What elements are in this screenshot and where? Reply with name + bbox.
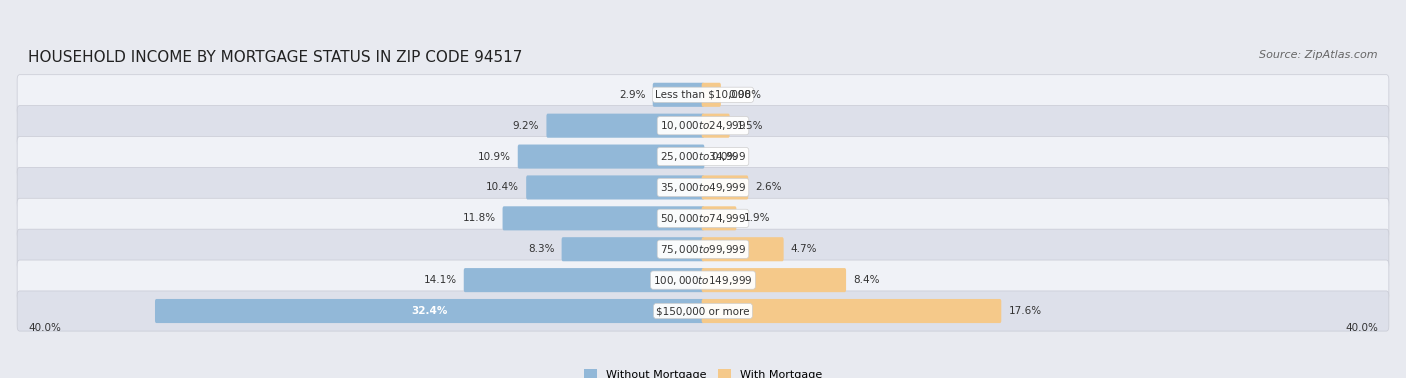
Text: 40.0%: 40.0% <box>28 323 60 333</box>
Text: 0.0%: 0.0% <box>711 152 738 161</box>
FancyBboxPatch shape <box>561 237 704 261</box>
FancyBboxPatch shape <box>702 299 1001 323</box>
FancyBboxPatch shape <box>702 114 730 138</box>
Text: $100,000 to $149,999: $100,000 to $149,999 <box>654 274 752 287</box>
Text: 2.9%: 2.9% <box>619 90 645 100</box>
FancyBboxPatch shape <box>17 229 1389 269</box>
Text: 14.1%: 14.1% <box>423 275 457 285</box>
FancyBboxPatch shape <box>17 291 1389 331</box>
Text: 8.4%: 8.4% <box>853 275 880 285</box>
FancyBboxPatch shape <box>17 75 1389 115</box>
FancyBboxPatch shape <box>502 206 704 231</box>
Text: 2.6%: 2.6% <box>755 183 782 192</box>
Text: $25,000 to $34,999: $25,000 to $34,999 <box>659 150 747 163</box>
FancyBboxPatch shape <box>17 260 1389 300</box>
Text: Less than $10,000: Less than $10,000 <box>655 90 751 100</box>
Text: $50,000 to $74,999: $50,000 to $74,999 <box>659 212 747 225</box>
FancyBboxPatch shape <box>526 175 704 200</box>
FancyBboxPatch shape <box>702 83 721 107</box>
Text: 4.7%: 4.7% <box>790 244 817 254</box>
Text: 9.2%: 9.2% <box>513 121 540 131</box>
Text: 10.4%: 10.4% <box>486 183 519 192</box>
FancyBboxPatch shape <box>17 167 1389 208</box>
Text: 10.9%: 10.9% <box>478 152 510 161</box>
FancyBboxPatch shape <box>517 144 704 169</box>
Text: 11.8%: 11.8% <box>463 213 495 223</box>
Text: 1.9%: 1.9% <box>744 213 770 223</box>
Text: $35,000 to $49,999: $35,000 to $49,999 <box>659 181 747 194</box>
FancyBboxPatch shape <box>17 136 1389 177</box>
Text: 8.3%: 8.3% <box>529 244 554 254</box>
FancyBboxPatch shape <box>702 237 783 261</box>
FancyBboxPatch shape <box>17 198 1389 239</box>
FancyBboxPatch shape <box>17 105 1389 146</box>
FancyBboxPatch shape <box>464 268 704 292</box>
Text: Source: ZipAtlas.com: Source: ZipAtlas.com <box>1260 50 1378 60</box>
Text: 17.6%: 17.6% <box>1008 306 1042 316</box>
FancyBboxPatch shape <box>155 299 704 323</box>
Text: $75,000 to $99,999: $75,000 to $99,999 <box>659 243 747 256</box>
FancyBboxPatch shape <box>547 114 704 138</box>
FancyBboxPatch shape <box>702 206 737 231</box>
Text: 1.5%: 1.5% <box>737 121 763 131</box>
FancyBboxPatch shape <box>652 83 704 107</box>
FancyBboxPatch shape <box>702 268 846 292</box>
Text: $150,000 or more: $150,000 or more <box>657 306 749 316</box>
Text: 32.4%: 32.4% <box>412 306 449 316</box>
FancyBboxPatch shape <box>702 175 748 200</box>
Text: HOUSEHOLD INCOME BY MORTGAGE STATUS IN ZIP CODE 94517: HOUSEHOLD INCOME BY MORTGAGE STATUS IN Z… <box>28 50 523 65</box>
Text: $10,000 to $24,999: $10,000 to $24,999 <box>659 119 747 132</box>
Text: 40.0%: 40.0% <box>1346 323 1378 333</box>
Legend: Without Mortgage, With Mortgage: Without Mortgage, With Mortgage <box>579 365 827 378</box>
Text: 0.98%: 0.98% <box>728 90 761 100</box>
